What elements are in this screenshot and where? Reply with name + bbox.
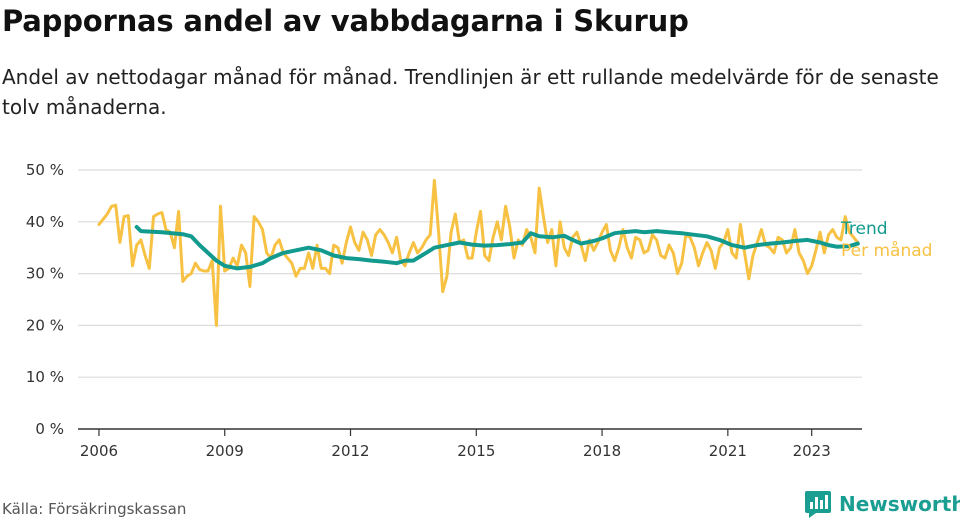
y-tick-label: 30 % [26,265,64,283]
x-tick-label: 2023 [793,442,831,460]
chart-title: Pappornas andel av vabbdagarna i Skurup [2,4,689,38]
brand-logo[interactable]: Newsworthy [804,489,960,519]
y-tick-label: 40 % [26,213,64,231]
y-tick-label: 50 % [26,161,64,179]
x-tick-label: 2009 [206,442,244,460]
gridlines [78,169,862,378]
monthly-series-label: Per månad [841,240,932,261]
x-tick-label: 2021 [709,442,747,460]
trend-line [134,225,860,271]
x-tick-label: 2006 [80,442,118,460]
series [97,178,860,327]
monthly-line [97,178,860,327]
trend-series-label: Trend [840,219,888,239]
y-tick-label: 20 % [26,316,64,334]
x-tick-label: 2018 [583,442,621,460]
source-note: Källa: Försäkringskassan [2,500,187,518]
y-tick-label: 10 % [26,368,64,386]
x-tick-label: 2015 [457,442,495,460]
x-tick-label: 2012 [331,442,369,460]
line-chart: 0 % 10 % 20 % 30 % 40 % 50 % 2006 2009 2012 2015 2… [26,161,933,460]
brand-name: Newsworthy [839,492,960,516]
y-tick-label: 0 % [35,420,64,438]
newsworthy-logo-icon [805,491,831,518]
chart-subtitle: Andel av nettodagar månad för månad. Tre… [2,65,939,119]
axes: 0 % 10 % 20 % 30 % 40 % 50 % 2006 2009 2012 2015 2… [26,161,862,460]
